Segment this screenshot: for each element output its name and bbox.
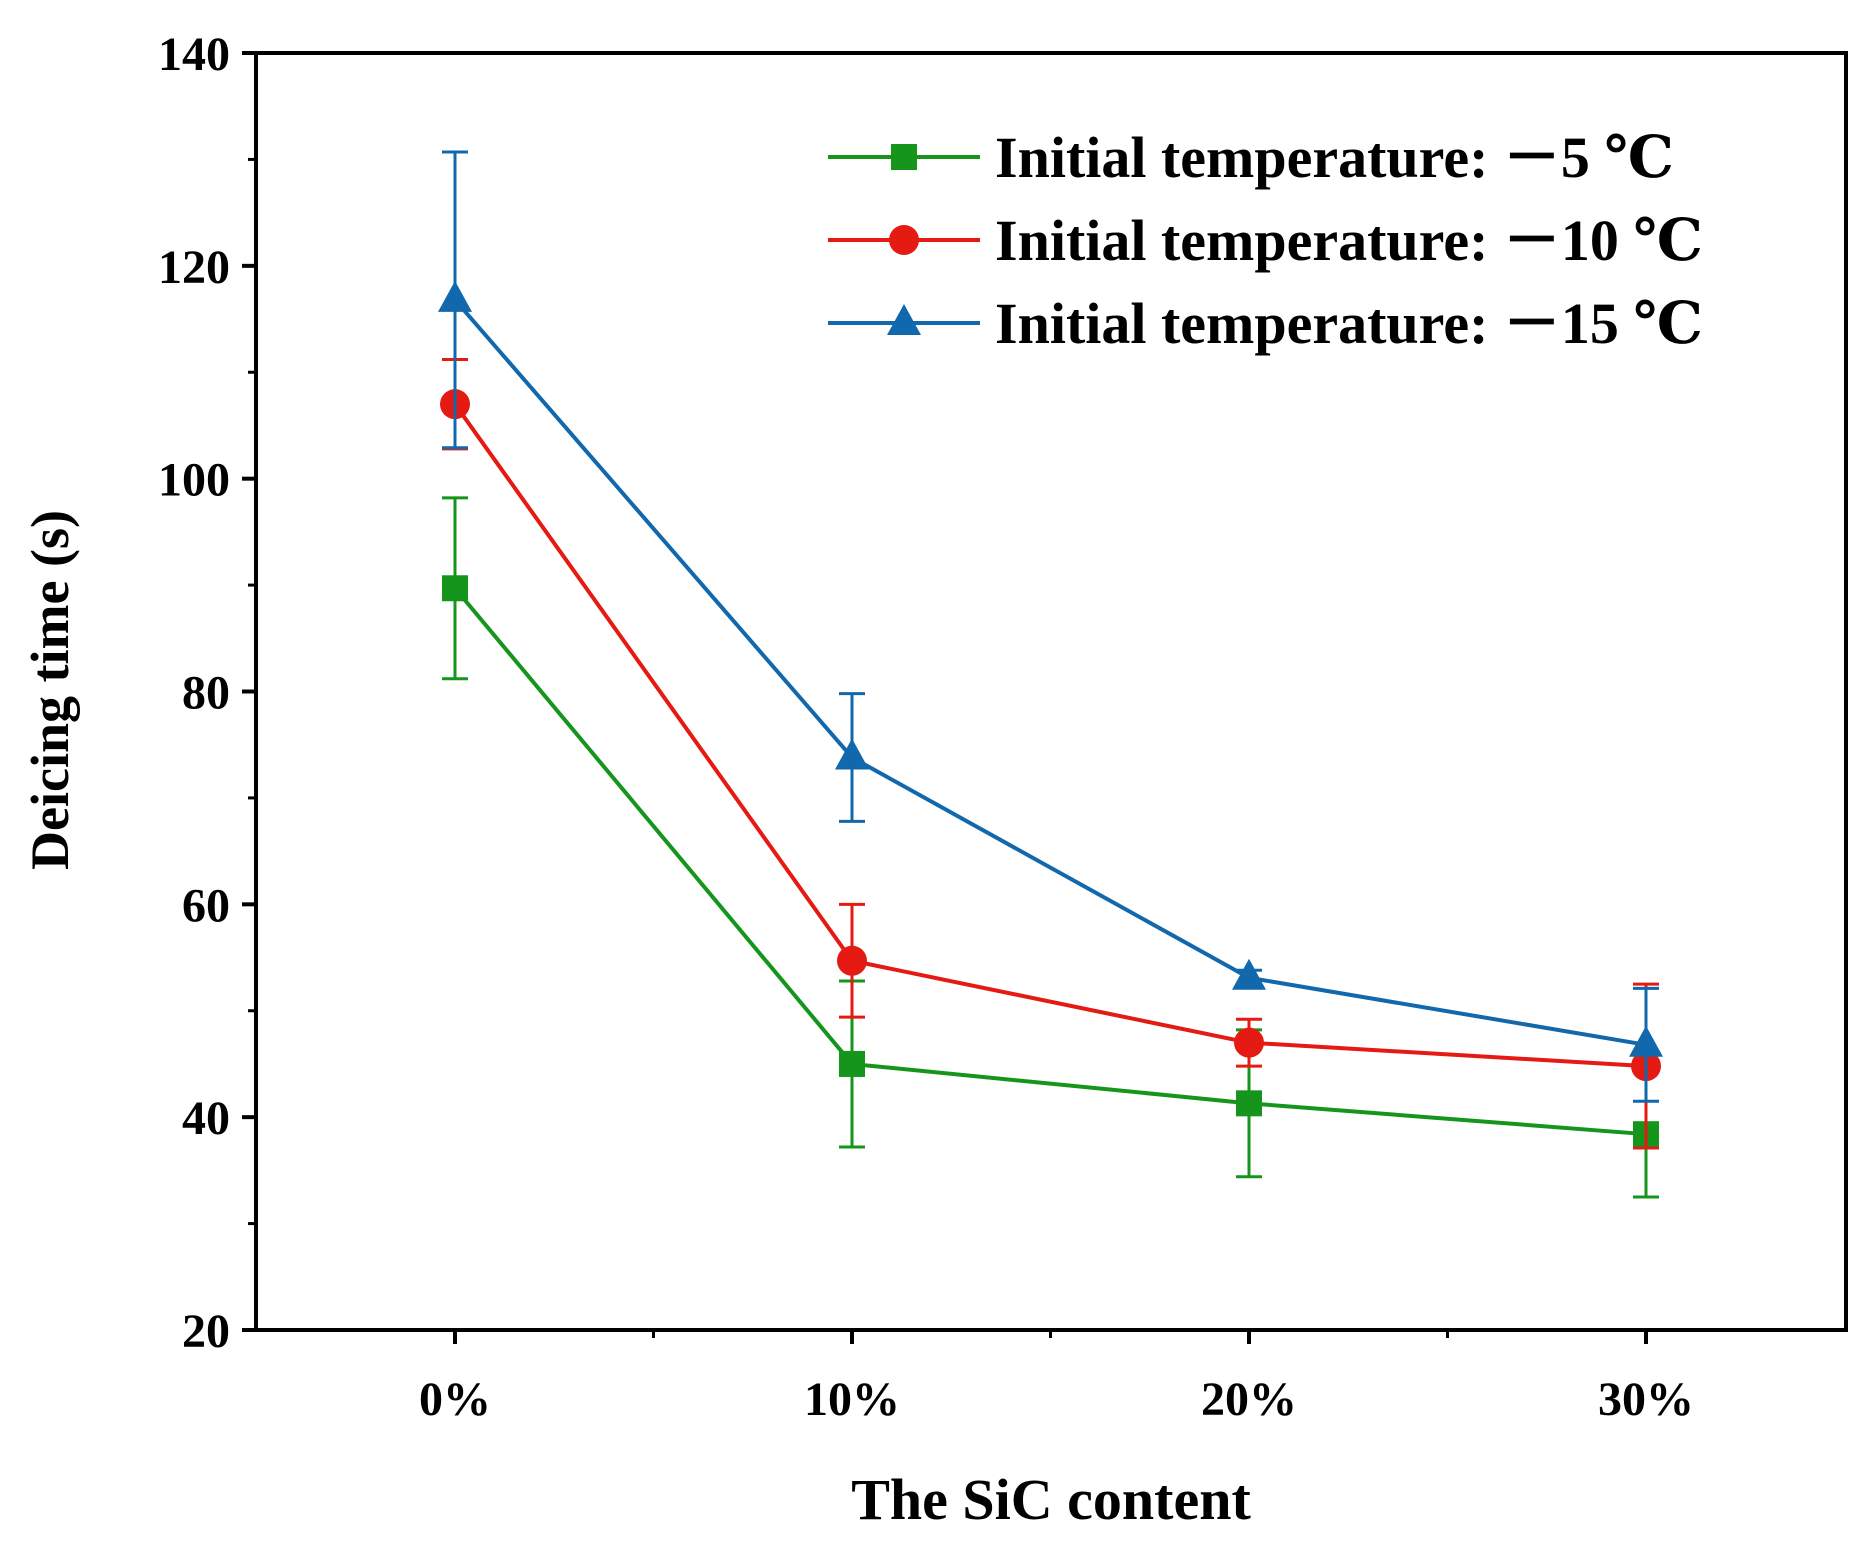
y-axis: 20 40 60 80 100 120 140	[158, 28, 256, 1358]
x-tick-label: 30%	[1598, 1373, 1694, 1426]
y-tick-label: 140	[158, 28, 230, 81]
series-circle	[440, 357, 1661, 1150]
data-point	[1234, 1027, 1264, 1058]
legend-label: Initial temperature: －10 ℃	[995, 208, 1703, 273]
x-tick-label: 10%	[804, 1373, 900, 1426]
series-line	[453, 586, 1647, 1137]
legend-label: Initial temperature: －5 ℃	[995, 125, 1674, 190]
legend-marker	[887, 304, 921, 335]
x-tick-label: 0%	[419, 1373, 491, 1426]
x-axis-label: The SiC content	[851, 1467, 1251, 1532]
data-point	[1629, 1025, 1663, 1057]
data-point	[1236, 1090, 1262, 1117]
legend-label: Initial temperature: －15 ℃	[995, 291, 1703, 356]
y-tick-label: 100	[158, 454, 230, 507]
data-point	[1232, 958, 1266, 990]
x-tick-label: 20%	[1201, 1373, 1297, 1426]
series-square	[442, 496, 1659, 1199]
series-triangle	[438, 150, 1663, 1103]
y-tick-label: 120	[158, 241, 230, 294]
y-axis-label: Deicing time (s)	[20, 510, 80, 870]
data-point	[837, 945, 867, 976]
data-point	[438, 280, 472, 312]
legend: Initial temperature: －5 ℃ Initial tempera…	[828, 125, 1703, 356]
y-tick-label: 60	[182, 879, 230, 932]
legend-marker	[889, 225, 919, 255]
data-point	[835, 738, 869, 770]
data-point	[839, 1050, 865, 1077]
y-tick-label: 40	[182, 1092, 230, 1145]
x-axis: 0% 10% 20% 30%	[419, 1330, 1694, 1426]
series-line	[453, 298, 1647, 1047]
series-line	[453, 403, 1647, 1069]
y-tick-label: 20	[182, 1305, 230, 1358]
data-point	[442, 575, 468, 602]
y-tick-label: 80	[182, 667, 230, 720]
legend-marker	[891, 144, 917, 170]
series-layer	[438, 150, 1663, 1199]
